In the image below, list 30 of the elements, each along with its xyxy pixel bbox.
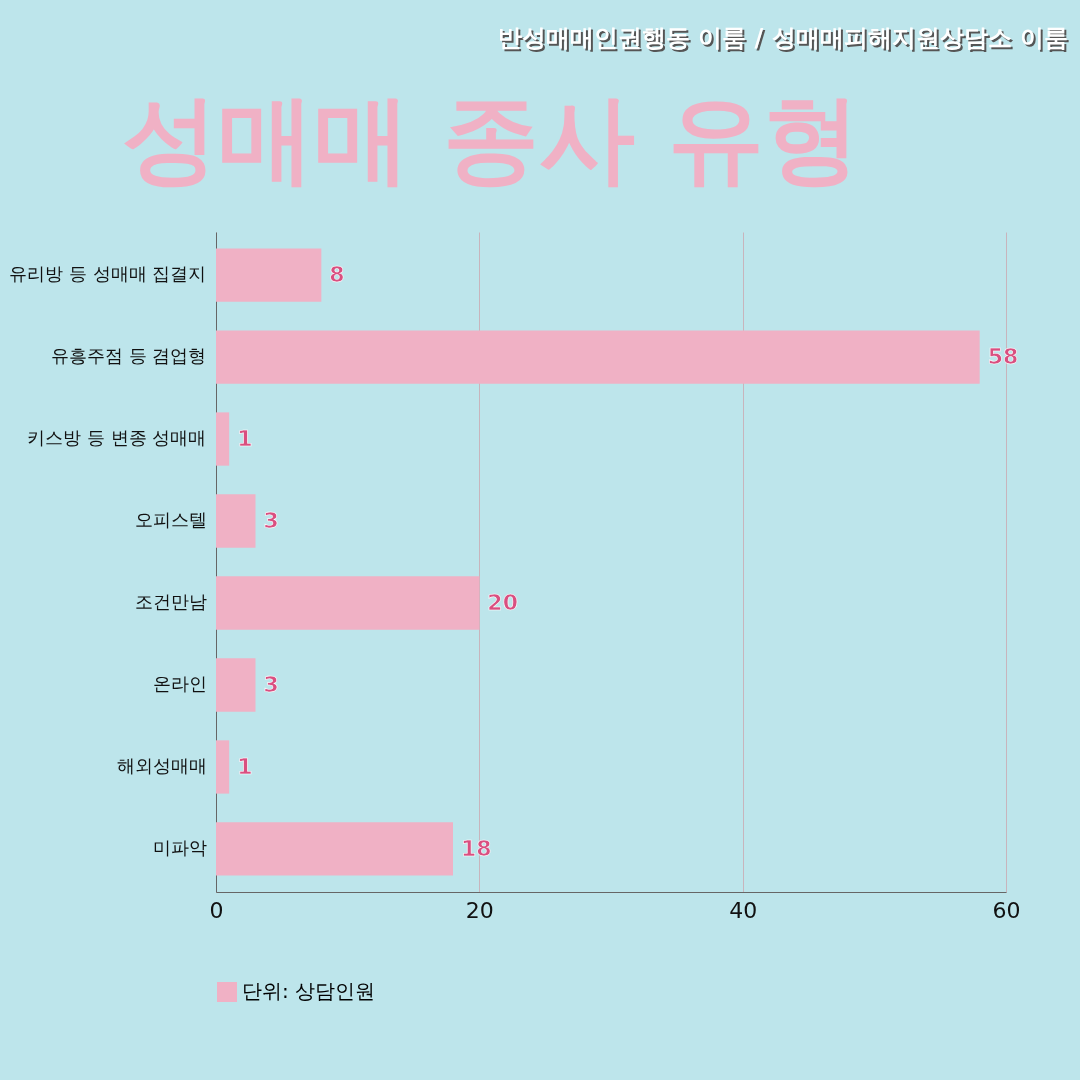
x-tick-label: 60 (992, 897, 1021, 923)
bar (216, 822, 453, 876)
y-tick-label: 키스방 등 변종 성매매 (27, 427, 207, 449)
x-tick-label: 20 (465, 897, 494, 923)
x-tick-label: 0 (209, 897, 224, 923)
y-tick-label: 온라인 (152, 672, 207, 694)
bar (216, 248, 322, 302)
x-tick-label: 40 (729, 897, 758, 923)
bar (216, 330, 980, 384)
y-tick-label: 유리방 등 성매매 집결지 (9, 263, 207, 285)
text: 반성매매인권행동 이룸 / 성매매피해지원상담소 이룸 (497, 23, 1068, 54)
data-label: 18 (461, 835, 492, 861)
bar (216, 740, 230, 794)
legend-label: 단위: 상담인원 (242, 979, 376, 1003)
y-tick-label: 유흥주점 등 겸업형 (51, 345, 207, 367)
data-label: 3 (263, 508, 279, 534)
bar (216, 412, 230, 466)
bar (216, 658, 256, 712)
bar (216, 494, 256, 548)
data-label: 20 (487, 589, 518, 615)
y-tick-label: 해외성매매 (116, 754, 207, 776)
data-label: 1 (237, 426, 253, 452)
y-tick-label: 조건만남 (134, 590, 207, 612)
y-tick-label: 오피스텔 (134, 509, 207, 531)
y-tick-label: 미파악 (152, 836, 207, 858)
data-label: 1 (237, 753, 253, 779)
data-label: 8 (329, 262, 345, 288)
bar (216, 576, 480, 630)
data-label: 3 (263, 671, 279, 697)
data-label: 58 (987, 344, 1019, 370)
